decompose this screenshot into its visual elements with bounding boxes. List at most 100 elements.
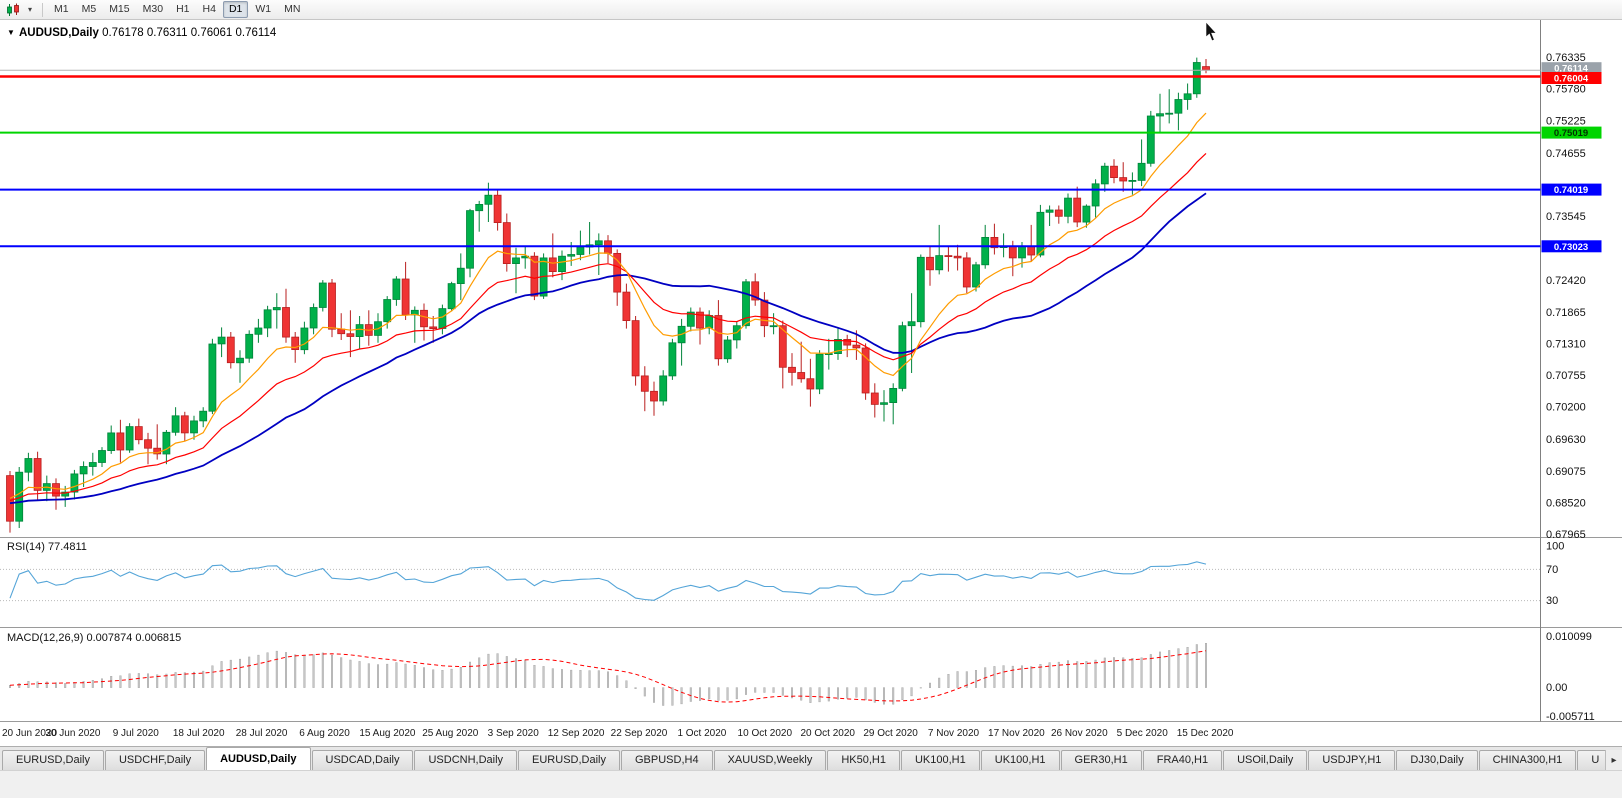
- tab-12-fra40-h1[interactable]: FRA40,H1: [1142, 750, 1223, 770]
- tab-9-uk100-h1[interactable]: UK100,H1: [900, 750, 980, 770]
- candle: [861, 347, 870, 394]
- candle: [401, 278, 410, 316]
- candle: [199, 410, 208, 422]
- svg-text:20 Oct 2020: 20 Oct 2020: [800, 728, 855, 739]
- tab-15-dj30-daily[interactable]: DJ30,Daily: [1396, 750, 1478, 770]
- tab-7-xauusd-weekly[interactable]: XAUUSD,Weekly: [713, 750, 827, 770]
- tab-16-china300-h1[interactable]: CHINA300,H1: [1478, 750, 1577, 770]
- chart-canvas[interactable]: 0.76335 0.75780 0.75225 0.74655 0.73545 0.724…: [0, 20, 1622, 746]
- chart-type-dropdown[interactable]: ▾: [23, 0, 37, 19]
- macd-panel: 0.010099 0.00 -0.005711 MACD(12,26,9) 0.007…: [7, 631, 1595, 723]
- candle: [300, 327, 309, 351]
- tab-10-uk100-h1[interactable]: UK100,H1: [980, 750, 1060, 770]
- candle: [484, 194, 493, 205]
- candle: [1064, 197, 1072, 217]
- candle: [567, 254, 576, 257]
- svg-text:-0.005711: -0.005711: [1546, 711, 1595, 723]
- tab-17-u[interactable]: U: [1577, 750, 1605, 770]
- svg-text:0.72420: 0.72420: [1546, 275, 1586, 287]
- candle: [466, 210, 474, 269]
- candle: [328, 282, 336, 330]
- candle: [650, 390, 658, 402]
- chart-window: 0.76335 0.75780 0.75225 0.74655 0.73545 0.724…: [0, 20, 1622, 746]
- chevron-down-icon: ▾: [27, 5, 32, 14]
- timeframe-button-mn[interactable]: MN: [284, 3, 301, 15]
- tab-0-eurusd-daily[interactable]: EURUSD,Daily: [2, 750, 104, 770]
- svg-text:29 Oct 2020: 29 Oct 2020: [863, 728, 918, 739]
- candle: [834, 338, 842, 354]
- tab-scroll-right-button[interactable]: ▸: [1605, 750, 1622, 770]
- candle: [162, 431, 171, 455]
- tab-14-usdjpy-h1[interactable]: USDJPY,H1: [1308, 750, 1396, 770]
- candle: [953, 255, 962, 259]
- candle: [659, 375, 668, 402]
- candle: [52, 483, 60, 497]
- candle: [318, 282, 327, 308]
- svg-text:6 Aug 2020: 6 Aug 2020: [299, 728, 350, 739]
- svg-text:20 Jun 2020: 20 Jun 2020: [2, 728, 57, 739]
- candle: [88, 462, 97, 467]
- svg-text:0.69630: 0.69630: [1546, 434, 1586, 446]
- candle: [1128, 179, 1137, 182]
- candle: [1008, 246, 1017, 259]
- svg-text:0.69075: 0.69075: [1546, 466, 1586, 478]
- candle: [806, 378, 815, 390]
- svg-text:25 Aug 2020: 25 Aug 2020: [422, 728, 479, 739]
- candle: [576, 246, 585, 255]
- tab-2-audusd-daily[interactable]: AUDUSD,Daily: [206, 747, 311, 770]
- candle: [1146, 115, 1155, 164]
- candle: [668, 342, 677, 377]
- timeframe-button-m1[interactable]: M1: [54, 3, 69, 15]
- candle: [1082, 205, 1091, 223]
- tab-13-usoil-daily[interactable]: USOil,Daily: [1223, 750, 1308, 770]
- candle: [180, 415, 189, 434]
- candle: [1091, 183, 1100, 207]
- candle: [916, 256, 925, 323]
- candle: [70, 473, 79, 493]
- timeframe-button-h1[interactable]: H1: [176, 3, 190, 15]
- svg-text:30 Jun 2020: 30 Jun 2020: [45, 728, 100, 739]
- svg-text:0.74019: 0.74019: [1554, 185, 1588, 196]
- svg-text:0.73545: 0.73545: [1546, 211, 1586, 223]
- candle: [493, 194, 502, 223]
- svg-text:1 Oct 2020: 1 Oct 2020: [677, 728, 726, 739]
- svg-text:0.68520: 0.68520: [1546, 497, 1586, 509]
- candle: [1036, 211, 1045, 256]
- candle: [760, 299, 769, 327]
- candle: [24, 458, 33, 473]
- timeframe-button-m15[interactable]: M15: [109, 3, 130, 15]
- svg-text:5 Dec 2020: 5 Dec 2020: [1117, 728, 1169, 739]
- rsi-label: RSI(14) 77.4811: [7, 541, 87, 553]
- timeframe-button-d1[interactable]: D1: [222, 1, 249, 18]
- chart-type-button[interactable]: [3, 0, 23, 19]
- candlestick-chart-icon: [7, 3, 19, 16]
- chart-tabs: EURUSD,Daily USDCHF,Daily AUDUSD,Daily USDC…: [2, 747, 1605, 770]
- tab-3-usdcad-daily[interactable]: USDCAD,Daily: [311, 750, 414, 770]
- price-badge-red-line: [1541, 72, 1602, 84]
- tab-8-hk50-h1[interactable]: HK50,H1: [827, 750, 900, 770]
- tab-5-eurusd-daily[interactable]: EURUSD,Daily: [518, 750, 620, 770]
- candle: [870, 392, 879, 405]
- tab-1-usdchf-daily[interactable]: USDCHF,Daily: [104, 750, 206, 770]
- svg-text:0.75780: 0.75780: [1546, 84, 1586, 96]
- tab-4-usdcnh-daily[interactable]: USDCNH,Daily: [414, 750, 518, 770]
- price-badge-green-line: [1541, 126, 1602, 139]
- ma-mid-line: [9, 152, 1207, 502]
- candle: [116, 432, 125, 451]
- tab-11-ger30-h1[interactable]: GER30,H1: [1060, 750, 1142, 770]
- candle: [889, 387, 898, 403]
- candle: [6, 475, 14, 522]
- timeframe-button-m5[interactable]: M5: [81, 3, 97, 15]
- candle: [512, 257, 520, 264]
- candle: [392, 278, 401, 300]
- timeframe-button-m30[interactable]: M30: [142, 3, 164, 15]
- candle: [33, 458, 42, 491]
- tab-6-gbpusd-h4[interactable]: GBPUSD,H4: [621, 750, 713, 770]
- timeframe-button-h4[interactable]: H4: [202, 3, 216, 15]
- price-badge-blue-line-lower: [1541, 240, 1602, 253]
- timeframe-buttons: M1 M5 M15 M30 H1 H4 D1 W1 MN: [48, 1, 306, 18]
- svg-text:0.76004: 0.76004: [1554, 74, 1589, 85]
- timeframe-button-w1[interactable]: W1: [255, 3, 272, 15]
